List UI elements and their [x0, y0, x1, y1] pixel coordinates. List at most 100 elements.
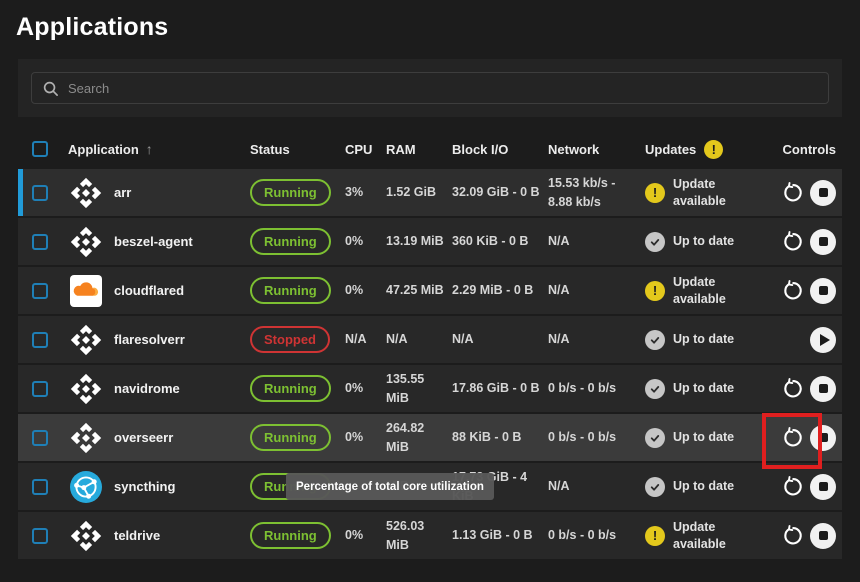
- application-cell[interactable]: overseerr: [68, 422, 250, 454]
- ram-cell-value: 526.03 MiB: [386, 519, 425, 552]
- controls-cell: [780, 424, 842, 451]
- application-cell[interactable]: navidrome: [68, 373, 250, 405]
- updates-label: Up to date: [673, 332, 735, 347]
- app-icon-wrap: [70, 274, 102, 307]
- search-box[interactable]: [31, 72, 829, 104]
- table-row[interactable]: teldrive Running 0% 526.03 MiB 1.13 GiB - 0 …: [18, 512, 842, 559]
- app-icon-wrap: [70, 324, 102, 356]
- stack-icon: [70, 177, 102, 208]
- restart-icon: [784, 426, 802, 446]
- restart-button[interactable]: [781, 377, 803, 400]
- stop-button[interactable]: [810, 179, 836, 206]
- row-checkbox[interactable]: [32, 184, 48, 201]
- search-input[interactable]: [68, 80, 818, 96]
- status-badge: Running: [250, 375, 331, 402]
- stack-icon: [70, 226, 102, 257]
- restart-button[interactable]: [781, 230, 803, 253]
- restart-button[interactable]: [781, 181, 803, 204]
- controls-cell: [780, 179, 842, 206]
- updates-label: Up to date: [673, 381, 735, 396]
- column-header-application[interactable]: Application ↑: [68, 141, 153, 157]
- play-button[interactable]: [810, 326, 836, 353]
- table-row[interactable]: flaresolverr Stopped N/A N/A N/A N/A Up to da…: [18, 316, 842, 363]
- row-checkbox[interactable]: [32, 233, 48, 250]
- row-checkbox[interactable]: [32, 527, 48, 544]
- table-row[interactable]: navidrome Running 0% 135.55 MiB 17.86 GiB - …: [18, 365, 842, 412]
- column-header-controls: Controls: [782, 141, 836, 157]
- table-row[interactable]: beszel-agent Running 0% 13.19 MiB 360 KiB - …: [18, 218, 842, 265]
- column-header-ram: RAM: [386, 141, 416, 157]
- cpu-cell-value: 0%: [345, 283, 364, 298]
- updates-label: Up to date: [673, 234, 735, 249]
- updates-cell: Up to date: [645, 231, 780, 252]
- stop-button[interactable]: [810, 228, 836, 255]
- row-checkbox[interactable]: [32, 282, 48, 299]
- application-name: overseerr: [114, 430, 174, 445]
- table-row[interactable]: overseerr Running 0% 264.82 MiB 88 KiB - 0 B…: [18, 414, 842, 461]
- tooltip-text: Percentage of total core utilization: [296, 480, 484, 493]
- restart-button[interactable]: [781, 524, 803, 547]
- table-header-row: Application ↑ Status CPU RAM Block I/O N…: [18, 129, 842, 169]
- row-checkbox[interactable]: [32, 380, 48, 397]
- app-icon-wrap: [70, 373, 102, 405]
- stop-button[interactable]: [810, 277, 836, 304]
- ram-cell: 1.52 GiB: [386, 183, 452, 201]
- updates-label: Up to date: [673, 430, 735, 445]
- block-io-cell-value: 17.86 GiB - 0 B: [452, 381, 540, 396]
- stop-icon: [818, 286, 828, 295]
- ram-cell-value: 13.19 MiB: [386, 234, 444, 249]
- row-checkbox-cell: [18, 282, 68, 299]
- network-cell: 0 b/s - 0 b/s: [548, 428, 645, 446]
- stop-button[interactable]: [810, 473, 836, 500]
- row-checkbox[interactable]: [32, 478, 48, 495]
- network-cell-value: 0 b/s - 0 b/s: [548, 430, 617, 445]
- restart-button[interactable]: [781, 279, 803, 302]
- status-badge: Running: [250, 179, 331, 206]
- block-io-cell: 1.13 GiB - 0 B: [452, 526, 548, 544]
- ram-cell-value: 47.25 MiB: [386, 283, 444, 298]
- row-checkbox-cell: [18, 429, 68, 446]
- check-icon: [650, 483, 660, 491]
- application-cell[interactable]: teldrive: [68, 520, 250, 552]
- restart-button[interactable]: [781, 426, 803, 449]
- table-row[interactable]: cloudflared Running 0% 47.25 MiB 2.29 MiB - …: [18, 267, 842, 314]
- stop-button[interactable]: [810, 522, 836, 549]
- sort-ascending-icon: ↑: [145, 141, 153, 157]
- stack-icon: [70, 422, 102, 453]
- ram-cell-value: 264.82 MiB: [386, 421, 425, 454]
- application-cell[interactable]: beszel-agent: [68, 226, 250, 258]
- table-row[interactable]: arr Running 3% 1.52 GiB 32.09 GiB - 0 B 15.53…: [18, 169, 842, 216]
- application-cell[interactable]: cloudflared: [68, 274, 250, 307]
- status-cell: Running: [250, 277, 345, 304]
- select-all-checkbox[interactable]: [32, 141, 48, 157]
- block-io-cell: 32.09 GiB - 0 B: [452, 183, 548, 201]
- up-to-date-icon: [645, 378, 665, 399]
- restart-button[interactable]: [781, 475, 803, 498]
- search-icon: [43, 81, 58, 96]
- app-icon-wrap: [70, 226, 102, 258]
- check-icon: [650, 336, 660, 344]
- block-io-cell-value: N/A: [452, 332, 474, 347]
- status-badge: Running: [250, 228, 331, 255]
- cpu-cell-value: 0%: [345, 430, 364, 445]
- cpu-cell: 0%: [345, 428, 386, 446]
- stop-button[interactable]: [810, 424, 836, 451]
- block-io-cell: 17.86 GiB - 0 B: [452, 379, 548, 397]
- application-name: arr: [114, 185, 132, 200]
- row-checkbox[interactable]: [32, 331, 48, 348]
- cpu-cell-value: 0%: [345, 234, 364, 249]
- row-checkbox-cell: [18, 380, 68, 397]
- app-icon-wrap: [70, 422, 102, 454]
- stop-button[interactable]: [810, 375, 836, 402]
- application-cell[interactable]: flaresolverr: [68, 324, 250, 356]
- updates-label: Up to date: [673, 479, 735, 494]
- app-icon-wrap: [70, 520, 102, 552]
- ram-cell-value: N/A: [386, 332, 408, 347]
- update-available-icon: !: [645, 525, 665, 546]
- up-to-date-icon: [645, 427, 665, 448]
- row-checkbox[interactable]: [32, 429, 48, 446]
- stack-icon: [70, 324, 102, 355]
- network-cell-value: 0 b/s - 0 b/s: [548, 528, 617, 543]
- application-cell[interactable]: arr: [68, 177, 250, 209]
- application-cell[interactable]: syncthing: [68, 470, 250, 503]
